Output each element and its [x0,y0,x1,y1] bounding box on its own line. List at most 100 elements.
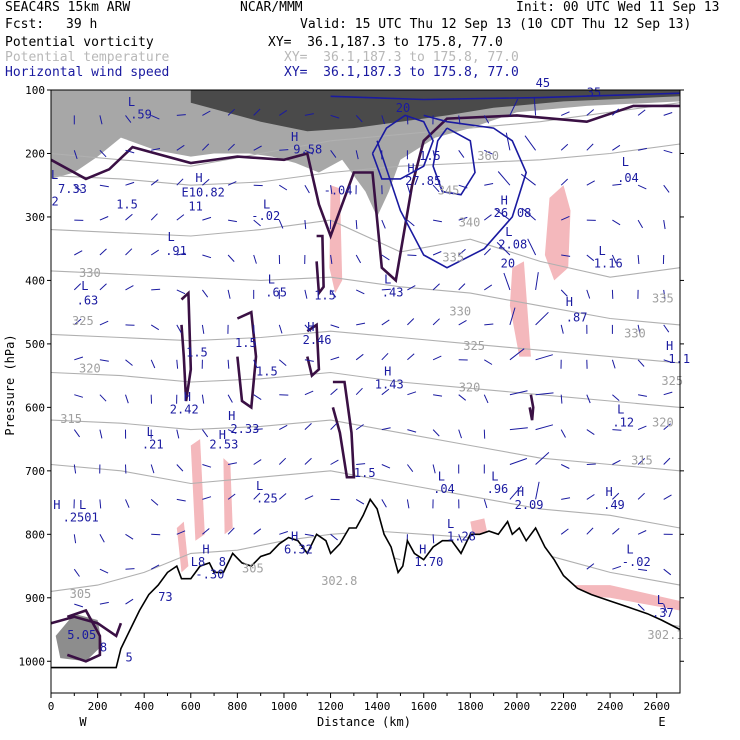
annotation-label: .96 [487,482,509,496]
wind-vector [150,359,156,369]
annotation-label: H [407,162,414,176]
wind-vector [638,394,647,397]
wind-vector [527,238,537,256]
wind-vector [458,394,467,401]
annotation-label: L8 [191,555,205,569]
annotation-label: 1.43 [375,377,404,391]
x-axis-label: Distance (km) [317,715,411,729]
wind-vector [521,207,536,221]
wind-vector [509,98,519,116]
wind-vector [612,565,622,570]
annotation-label: 330 [449,304,471,318]
wind-vector [663,149,673,154]
y-tick-label: 100 [25,84,45,97]
wind-vector [355,289,365,295]
annotation-label: L [263,198,270,212]
wind-vector [202,464,212,468]
field-theta-xy: XY= 36.1,187.3 to 175.8, 77.0 [284,50,519,65]
annotation-label: 8 [219,555,226,569]
annotation-label: H [566,295,573,309]
annotation-label: 1.5 [235,336,257,350]
wind-vector [407,353,415,361]
wind-vector [560,215,570,221]
wind-vector [304,423,312,430]
wind-vector [458,184,468,189]
annotation-label: 20 [501,257,515,271]
wind-vector [279,531,288,535]
wind-vector [125,285,134,291]
y-tick-label: 700 [25,465,45,478]
wind-vector [509,348,525,361]
wind-vector [125,149,135,154]
wind-vector [74,394,84,398]
wind-vector [381,388,390,396]
wind-vector [253,428,263,431]
annotation-label: 2.46 [303,333,332,347]
wind-vector [253,219,261,227]
wind-vector [560,394,563,404]
annotation-label: H [219,428,226,442]
wind-vector [381,254,390,261]
wind-vector [560,324,564,334]
wind-vector [611,359,616,369]
x-tick-label: 2200 [550,700,577,713]
wind-vector [125,213,133,221]
annotation-label: 2.08 [498,238,527,252]
field-pv-xy: XY= 36.1,187.3 to 175.8, 77.0 [268,35,503,50]
annotation-label: H [606,485,613,499]
wind-vector [663,603,668,613]
wind-vector [355,387,363,396]
wind-vector [586,463,596,465]
annotation-label: 325 [661,374,683,388]
wind-vector [433,394,443,397]
annotation-label: 302.1 [647,628,683,642]
wind-vector [176,252,186,256]
pv-contour-3 [315,234,325,297]
pv-shading-upper [51,90,680,217]
wind-vector [150,114,160,120]
wind-vector [586,180,595,186]
wind-vector [278,457,287,465]
wind-vector [330,422,338,430]
annotation-label: H [666,339,673,353]
wind-vector [74,356,84,361]
wind-vector [638,568,648,571]
wind-vector [176,144,185,151]
field-theta-name: Potential temperature [5,50,170,65]
y-tick-label: 1000 [19,655,46,668]
wind-vector [253,528,262,535]
annotation-label: 340 [459,216,481,230]
x-tick-label: 2600 [643,700,670,713]
wind-vector [381,464,391,469]
theta-contour-315 [50,419,681,472]
wind-vector [407,254,417,256]
wind-vector [432,251,442,256]
wind-vector [483,394,489,404]
wind-vector [535,452,550,465]
annotation-label: -.02 [622,555,651,569]
wind-vector [227,108,235,116]
wind-vector [278,359,287,366]
x-tick-label: 600 [181,700,201,713]
annotation-label: 305 [70,587,92,601]
wind-vector [355,424,364,431]
theta-contour-325 [50,330,681,364]
wind-vector [612,492,620,500]
x-axis-end-west: W [79,715,87,729]
wind-vector [74,250,83,256]
wind-vector [253,394,262,401]
wind-vector [458,150,465,158]
wind-vector [612,183,622,186]
wind-vector [150,249,159,256]
wind-vector [304,324,312,332]
wind-vector [432,184,440,193]
wind-vector [433,219,442,223]
wind-vector [560,464,570,469]
annotation-label: L [168,230,175,244]
wind-vector [637,324,641,334]
annotation-label: H [517,485,524,499]
wind-vector [355,220,358,230]
wind-contour-20 [371,114,434,180]
wind-vector [304,149,314,155]
wind-vector [151,533,161,536]
